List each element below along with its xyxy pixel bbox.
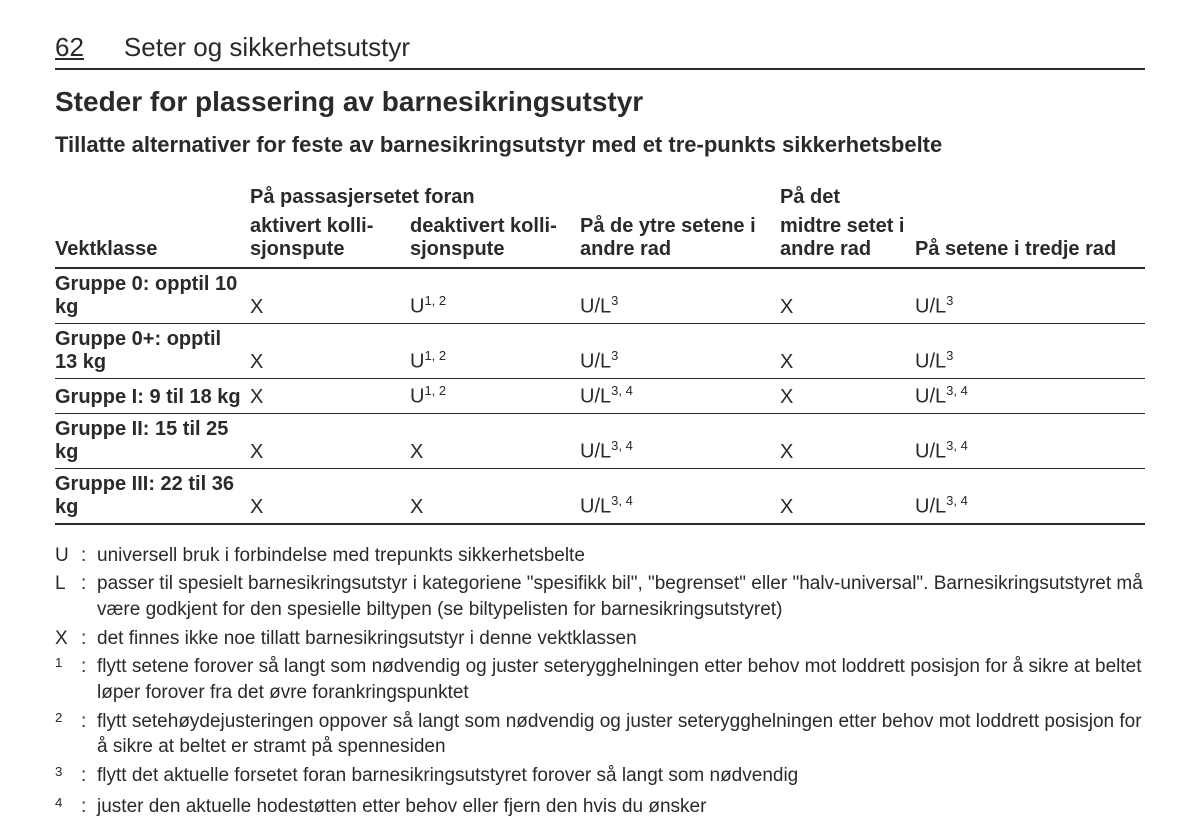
legend-key: 4 bbox=[55, 794, 77, 822]
legend-colon: : bbox=[81, 709, 93, 760]
cell-front-deactivated: U1, 2 bbox=[410, 324, 580, 379]
table-row: Gruppe II: 15 til 25 kgXXU/L3, 4XU/L3, 4 bbox=[55, 413, 1145, 468]
cell-row2-outer: U/L3 bbox=[580, 268, 780, 324]
cell-row2-outer: U/L3, 4 bbox=[580, 413, 780, 468]
table-row: Gruppe 0+: opptil 13 kgXU1, 2U/L3XU/L3 bbox=[55, 324, 1145, 379]
legend-text: juster den aktuelle hodestøtten etter be… bbox=[97, 794, 1145, 822]
cell-row2-outer: U/L3 bbox=[580, 324, 780, 379]
cell-row3: U/L3, 4 bbox=[915, 468, 1145, 524]
legend-key: 2 bbox=[55, 709, 77, 760]
col-row2-outer: På de ytre setene i andre rad bbox=[580, 211, 780, 268]
cell-front-activated: X bbox=[250, 379, 410, 414]
legend: U:universell bruk i forbindelse med trep… bbox=[55, 543, 1145, 822]
cell-weight-class: Gruppe 0: opptil 10 kg bbox=[55, 268, 250, 324]
cell-row3: U/L3 bbox=[915, 268, 1145, 324]
cell-row3: U/L3, 4 bbox=[915, 413, 1145, 468]
legend-colon: : bbox=[81, 626, 93, 652]
page-number: 62 bbox=[55, 32, 84, 63]
col-row2-mid-top: På det bbox=[780, 182, 915, 211]
table-row: Gruppe III: 22 til 36 kgXXU/L3, 4XU/L3, … bbox=[55, 468, 1145, 524]
legend-text: universell bruk i forbindelse med trepun… bbox=[97, 543, 1145, 569]
legend-key: 1 bbox=[55, 654, 77, 705]
cell-front-deactivated: U1, 2 bbox=[410, 379, 580, 414]
cell-front-deactivated: X bbox=[410, 413, 580, 468]
cell-row2-middle: X bbox=[780, 413, 915, 468]
legend-colon: : bbox=[81, 763, 93, 791]
legend-colon: : bbox=[81, 543, 93, 569]
col-front-deactivated: deaktivert kolli­sjonspute bbox=[410, 211, 580, 268]
cell-row3: U/L3 bbox=[915, 324, 1145, 379]
cell-front-deactivated: X bbox=[410, 468, 580, 524]
col-weight-class: Vektklasse bbox=[55, 211, 250, 268]
col-row2-mid-bot: midtre setet i andre rad bbox=[780, 211, 915, 268]
cell-weight-class: Gruppe 0+: opptil 13 kg bbox=[55, 324, 250, 379]
legend-key: L bbox=[55, 571, 77, 622]
child-restraint-table: På passasjersetet foran På det Vektklass… bbox=[55, 182, 1145, 525]
legend-key: U bbox=[55, 543, 77, 569]
cell-front-deactivated: U1, 2 bbox=[410, 268, 580, 324]
col-front-activated: aktivert kolli­sjonspute bbox=[250, 211, 410, 268]
legend-text: det finnes ikke noe tillatt barnesikring… bbox=[97, 626, 1145, 652]
legend-colon: : bbox=[81, 654, 93, 705]
page-header: 62 Seter og sikkerhetsutstyr bbox=[55, 32, 1145, 70]
cell-row2-middle: X bbox=[780, 379, 915, 414]
page-title: Steder for plassering av barnesikringsut… bbox=[55, 86, 1145, 118]
cell-weight-class: Gruppe II: 15 til 25 kg bbox=[55, 413, 250, 468]
cell-row2-middle: X bbox=[780, 324, 915, 379]
cell-weight-class: Gruppe III: 22 til 36 kg bbox=[55, 468, 250, 524]
cell-front-activated: X bbox=[250, 324, 410, 379]
cell-row2-outer: U/L3, 4 bbox=[580, 468, 780, 524]
legend-text: flytt setene forover så langt som nødven… bbox=[97, 654, 1145, 705]
page-subtitle: Tillatte alternativer for feste av barne… bbox=[55, 132, 1145, 158]
legend-colon: : bbox=[81, 794, 93, 822]
legend-text: flytt det aktuelle forsetet foran barnes… bbox=[97, 763, 1145, 791]
cell-front-activated: X bbox=[250, 268, 410, 324]
cell-row2-outer: U/L3, 4 bbox=[580, 379, 780, 414]
legend-text: flytt setehøydejusteringen oppover så la… bbox=[97, 709, 1145, 760]
col-group-front: På passasjersetet foran bbox=[250, 182, 580, 211]
legend-key: X bbox=[55, 626, 77, 652]
cell-front-activated: X bbox=[250, 413, 410, 468]
cell-front-activated: X bbox=[250, 468, 410, 524]
legend-key: 3 bbox=[55, 763, 77, 791]
cell-row2-middle: X bbox=[780, 268, 915, 324]
legend-text: passer til spesielt barnesikringsutstyr … bbox=[97, 571, 1145, 622]
table-row: Gruppe 0: opptil 10 kgXU1, 2U/L3XU/L3 bbox=[55, 268, 1145, 324]
legend-colon: : bbox=[81, 571, 93, 622]
cell-weight-class: Gruppe I: 9 til 18 kg bbox=[55, 379, 250, 414]
chapter-title: Seter og sikkerhetsutstyr bbox=[124, 32, 410, 63]
cell-row3: U/L3, 4 bbox=[915, 379, 1145, 414]
table-row: Gruppe I: 9 til 18 kgXU1, 2U/L3, 4XU/L3,… bbox=[55, 379, 1145, 414]
cell-row2-middle: X bbox=[780, 468, 915, 524]
col-row3: På setene i tredje rad bbox=[915, 211, 1145, 268]
